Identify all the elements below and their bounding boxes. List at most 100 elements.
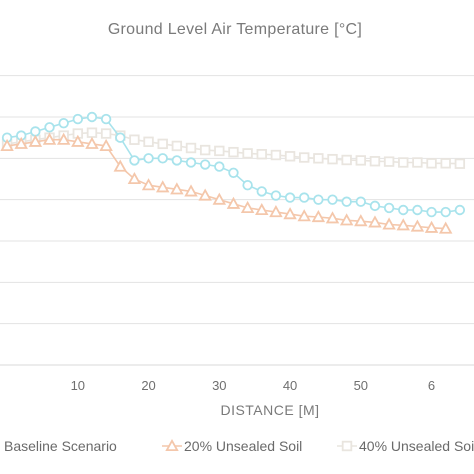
data-point: [56, 132, 71, 145]
x-axis-label: DISTANCE [M]: [220, 402, 319, 418]
data-point: [226, 196, 241, 209]
data-point: [256, 186, 267, 197]
x-tick-label: 20: [141, 378, 155, 393]
x-tick-label: 10: [71, 378, 85, 393]
data-point: [214, 145, 225, 157]
data-point: [412, 157, 423, 168]
x-tick-label: 50: [354, 378, 368, 393]
data-point: [270, 190, 282, 201]
data-point: [299, 152, 310, 163]
data-point: [86, 127, 98, 138]
data-point: [199, 159, 211, 170]
data-point: [14, 136, 28, 149]
data-point: [424, 220, 439, 233]
data-point: [383, 156, 395, 167]
data-point: [313, 194, 324, 205]
data-point: [198, 188, 212, 201]
data-point: [355, 155, 367, 166]
data-point: [141, 178, 156, 191]
data-point: [199, 144, 211, 156]
data-point: [369, 200, 381, 212]
data-point: [269, 205, 283, 218]
x-tick-label: 6: [428, 378, 435, 393]
data-point: [44, 122, 55, 133]
data-point: [242, 148, 253, 159]
data-point: [270, 149, 282, 161]
data-point: [185, 157, 197, 168]
data-point: [228, 146, 239, 158]
data-point: [354, 214, 368, 227]
data-point: [72, 113, 84, 125]
data-point: [284, 192, 296, 203]
data-point: [170, 182, 184, 195]
data-point: [412, 204, 423, 216]
data-point: [327, 153, 338, 165]
legend-item: 20% Unsealed Soil: [162, 438, 302, 454]
data-point: [341, 196, 352, 207]
data-point: [396, 218, 410, 231]
legend-label: 20% Unsealed Soil: [184, 438, 302, 454]
data-point: [212, 192, 227, 205]
legend-item: Baseline Scenario: [4, 438, 117, 454]
data-point: [311, 209, 326, 223]
data-point: [369, 156, 381, 167]
data-point: [28, 134, 43, 147]
data-point: [398, 204, 409, 216]
data-point: [30, 126, 41, 137]
series-layer: [0, 111, 466, 234]
data-point: [115, 132, 126, 143]
data-point: [100, 128, 112, 139]
data-point: [113, 159, 127, 172]
data-point: [341, 440, 353, 452]
data-point: [256, 148, 267, 160]
data-point: [165, 438, 179, 452]
data-point: [398, 157, 409, 168]
data-point: [129, 155, 140, 166]
data-point: [86, 111, 98, 123]
series-line: [6, 138, 446, 230]
data-point: [143, 136, 154, 148]
data-point: [454, 204, 466, 216]
data-point: [157, 138, 168, 150]
data-point: [242, 179, 253, 191]
data-point: [283, 207, 297, 220]
data-point: [157, 153, 168, 164]
data-point: [99, 138, 113, 151]
legend-label: 40% Unsealed Soil: [359, 438, 474, 454]
data-point: [85, 136, 99, 149]
data-point: [383, 202, 395, 214]
data-point: [100, 113, 112, 125]
data-point: [228, 167, 239, 179]
data-point: [368, 215, 382, 228]
legend: Baseline Scenario 20% Unsealed Soil 40% Un…: [4, 438, 474, 454]
data-point: [0, 138, 14, 151]
data-point: [127, 171, 142, 185]
data-point: [171, 140, 183, 152]
data-point: [325, 211, 340, 224]
data-point: [313, 153, 324, 164]
data-point: [410, 219, 425, 232]
data-point: [355, 196, 367, 207]
data-point: [255, 202, 269, 216]
data-point: [426, 158, 437, 169]
data-point: [42, 132, 57, 145]
legend-label: Baseline Scenario: [4, 438, 117, 454]
data-point: [71, 134, 85, 147]
series-triangle: [0, 132, 453, 234]
data-point: [171, 155, 183, 166]
data-point: [284, 151, 296, 162]
data-point: [58, 117, 69, 129]
data-point: [438, 221, 453, 234]
data-point: [440, 158, 451, 169]
legend-item: 40% Unsealed Soil: [337, 438, 474, 454]
data-point: [129, 134, 140, 145]
data-point: [339, 213, 354, 226]
data-point: [297, 209, 311, 222]
data-point: [240, 200, 255, 213]
data-point: [341, 154, 352, 166]
x-axis-ticks: 10 20 30 40 50 6: [71, 378, 436, 393]
data-point: [184, 184, 198, 197]
data-point: [382, 217, 396, 230]
chart-title: Ground Level Air Temperature [°C]: [108, 21, 362, 38]
